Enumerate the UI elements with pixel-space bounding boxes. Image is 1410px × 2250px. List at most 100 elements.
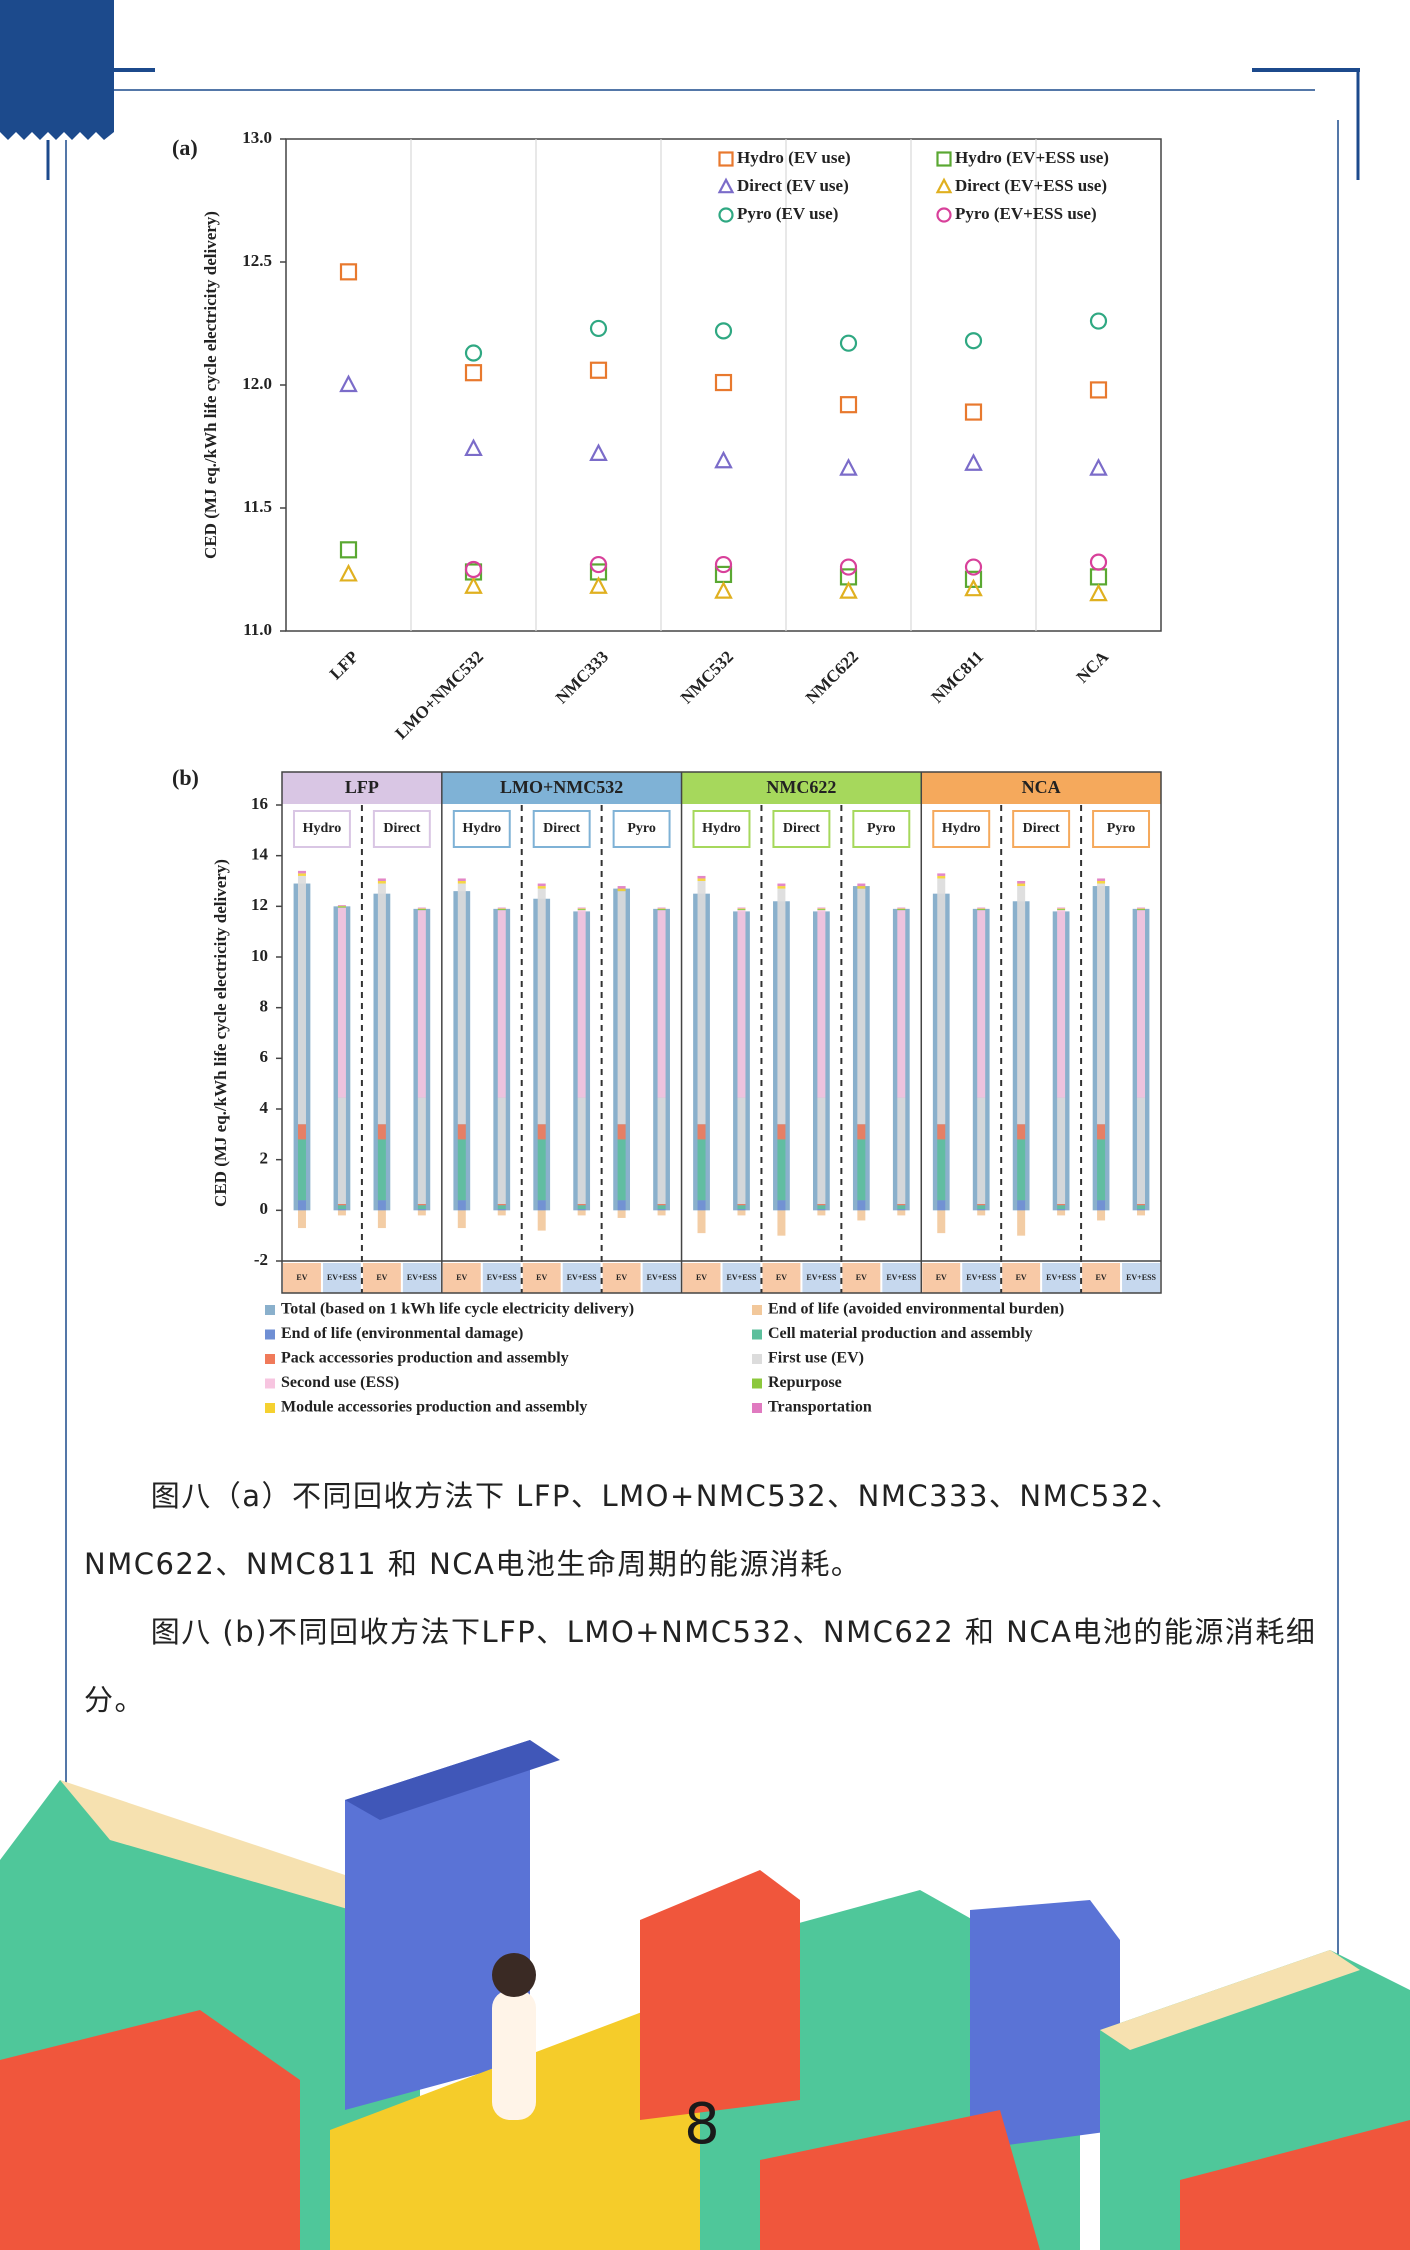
group-header [921, 772, 1161, 804]
bar-segment [457, 1124, 466, 1140]
x-tick-label: EV [456, 1273, 467, 1282]
bar-segment [457, 878, 466, 881]
bar-segment [977, 910, 986, 1098]
x-tick-label: EV [536, 1273, 547, 1282]
legend-label: Cell material production and assembly [768, 1325, 1033, 1342]
y-tick-label: 8 [260, 997, 269, 1016]
bar-segment [697, 875, 706, 879]
legend-swatch [265, 1329, 275, 1340]
bar-segment [1057, 1097, 1066, 1204]
marker-circle [464, 560, 483, 579]
category-cell [642, 1263, 681, 1293]
bar-segment [337, 1204, 346, 1206]
x-tick-label: EV+ESS [966, 1273, 996, 1282]
bar-segment [417, 1210, 426, 1216]
bar-segment [1137, 907, 1146, 909]
x-tick-label: EV [296, 1273, 307, 1282]
subgroup-box [372, 810, 431, 848]
book [970, 1900, 1120, 2150]
bar-segment [937, 878, 946, 1125]
bar-segment [417, 910, 426, 1098]
marker-square [718, 151, 734, 167]
legend-swatch [752, 1354, 762, 1364]
bar-segment [737, 1205, 746, 1210]
bar-segment [417, 908, 426, 909]
category-cell [482, 1263, 521, 1293]
bar-segment [777, 1139, 786, 1201]
category-cell [1122, 1263, 1160, 1293]
bar-segment [697, 881, 706, 1125]
bar-segment [657, 1210, 666, 1216]
bar-segment [577, 1097, 586, 1204]
bar-segment [297, 1200, 306, 1211]
bar-segment [457, 1200, 466, 1211]
marker-square [339, 541, 358, 559]
x-tick-label: EV+ESS [647, 1273, 677, 1282]
x-tick-label: EV [1096, 1273, 1107, 1282]
bar-segment [377, 883, 386, 1125]
bar-segment [1097, 883, 1106, 1125]
category-cell [283, 1263, 321, 1293]
bar-segment [897, 1210, 906, 1216]
bar-segment [817, 907, 826, 909]
girl-figure [492, 1990, 536, 2120]
subgroup-label: Hydro [942, 821, 981, 836]
legend-label: Hydro (EV use) [737, 148, 851, 167]
bar-segment [977, 1097, 986, 1204]
bar-segment [377, 1200, 386, 1211]
marker-triangle [714, 581, 733, 599]
bar-segment [817, 1204, 826, 1206]
x-tick-label: EV [1016, 1273, 1027, 1282]
bar-segment [777, 1210, 786, 1236]
group-header [282, 772, 442, 804]
subgroup-box [532, 810, 591, 848]
bar-segment [817, 1210, 826, 1216]
bar-segment [577, 1205, 586, 1210]
x-tick-label: LMO+NMC532 [391, 647, 487, 743]
legend-label: First use (EV) [768, 1350, 864, 1367]
subgroup-label: Direct [383, 821, 420, 836]
bar-segment [1097, 1124, 1106, 1140]
marker-triangle [339, 374, 358, 393]
girl-head [492, 1953, 536, 1997]
marker-triangle [964, 578, 983, 597]
marker-circle [839, 334, 858, 352]
bar-segment [617, 1210, 626, 1218]
bar-segment [1137, 1210, 1146, 1216]
marker-triangle [717, 177, 735, 194]
bar-segment [1097, 878, 1106, 881]
corner-flag [0, 0, 114, 140]
bar-segment [777, 888, 786, 1125]
bar-segment [577, 1209, 586, 1211]
category-cell [602, 1263, 641, 1293]
marker-circle [718, 207, 734, 223]
bar-segment [897, 1097, 906, 1204]
subgroup-box [772, 810, 831, 848]
bar-segment [777, 1124, 786, 1140]
bar-segment [537, 883, 546, 887]
subgroup-box [1092, 810, 1151, 848]
category-cell [1082, 1263, 1121, 1293]
marker-triangle [839, 458, 858, 476]
marker-circle [936, 207, 952, 223]
bar-segment [657, 908, 666, 911]
marker-triangle [839, 581, 858, 599]
x-tick-label: EV [616, 1273, 627, 1282]
y-tick-label: 0 [260, 1199, 269, 1218]
legend-label: Total (based on 1 kWh life cycle electri… [281, 1301, 634, 1318]
x-tick-label: EV+ESS [407, 1273, 437, 1282]
bar-segment [737, 1097, 746, 1204]
bar-segment [537, 1210, 546, 1231]
subgroup-label: Hydro [702, 821, 741, 836]
group-header [441, 772, 682, 804]
bar-segment [497, 907, 506, 909]
x-tick-label: EV [696, 1273, 707, 1282]
bar-segment [537, 1200, 546, 1211]
plot-frame [281, 771, 1162, 1294]
bar-segment [617, 1200, 626, 1211]
marker-square [339, 263, 358, 281]
marker-circle [839, 558, 858, 576]
category-cell [802, 1263, 841, 1293]
subgroup-label: Direct [1023, 821, 1060, 836]
book [330, 1990, 720, 2250]
